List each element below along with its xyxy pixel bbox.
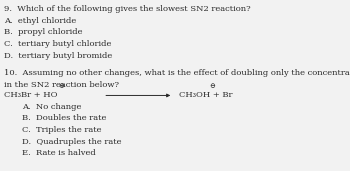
Text: D.  Quadruples the rate: D. Quadruples the rate <box>22 138 121 146</box>
Text: B.  Doubles the rate: B. Doubles the rate <box>22 114 106 122</box>
Text: C.  tertiary butyl chloride: C. tertiary butyl chloride <box>4 40 112 48</box>
Text: 9.  Which of the following gives the slowest SN2 reaction?: 9. Which of the following gives the slow… <box>4 5 251 13</box>
Text: ⊖: ⊖ <box>209 82 215 90</box>
Text: 10.  Assuming no other changes, what is the effect of doubling only the concentr: 10. Assuming no other changes, what is t… <box>4 69 350 77</box>
Text: A.  ethyl chloride: A. ethyl chloride <box>4 17 76 25</box>
Text: CH₃Br + HO: CH₃Br + HO <box>4 91 58 99</box>
Text: C.  Triples the rate: C. Triples the rate <box>22 126 101 134</box>
Text: D.  tertiary butyl bromide: D. tertiary butyl bromide <box>4 52 112 60</box>
Text: in the SN2 reaction below?: in the SN2 reaction below? <box>4 81 119 89</box>
Text: CH₃OH + Br: CH₃OH + Br <box>179 91 233 99</box>
Text: E.  Rate is halved: E. Rate is halved <box>22 149 96 157</box>
Text: B.  propyl chloride: B. propyl chloride <box>4 28 83 36</box>
Text: A.  No change: A. No change <box>22 103 81 111</box>
Text: ⊖: ⊖ <box>58 82 64 90</box>
